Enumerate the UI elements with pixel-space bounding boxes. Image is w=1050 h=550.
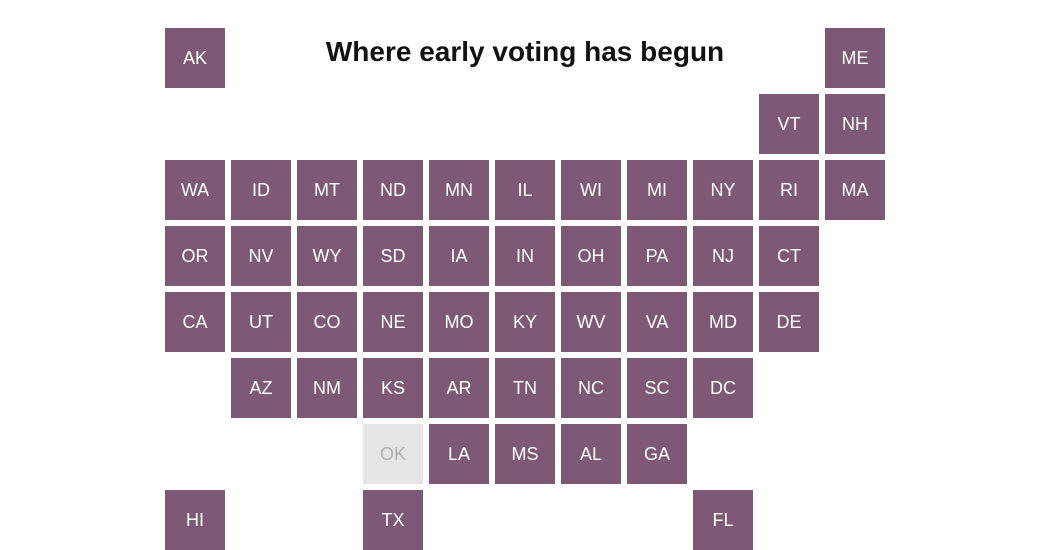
state-cell-ky: KY: [495, 292, 555, 352]
state-cell-wi: WI: [561, 160, 621, 220]
state-cell-wa: WA: [165, 160, 225, 220]
state-cell-mt: MT: [297, 160, 357, 220]
state-cell-sc: SC: [627, 358, 687, 418]
state-cell-co: CO: [297, 292, 357, 352]
state-cell-nj: NJ: [693, 226, 753, 286]
map-title: Where early voting has begun: [0, 36, 1050, 68]
state-cell-hi: HI: [165, 490, 225, 550]
state-cell-az: AZ: [231, 358, 291, 418]
state-cell-ia: IA: [429, 226, 489, 286]
state-cell-in: IN: [495, 226, 555, 286]
state-cell-dc: DC: [693, 358, 753, 418]
state-cell-oh: OH: [561, 226, 621, 286]
state-cell-ri: RI: [759, 160, 819, 220]
state-cell-mn: MN: [429, 160, 489, 220]
state-cell-nv: NV: [231, 226, 291, 286]
state-cell-id: ID: [231, 160, 291, 220]
state-cell-wy: WY: [297, 226, 357, 286]
state-cell-pa: PA: [627, 226, 687, 286]
state-cell-ga: GA: [627, 424, 687, 484]
state-cell-ne: NE: [363, 292, 423, 352]
cartogram-container: Where early voting has begun AKMEVTNHWAI…: [0, 0, 1050, 549]
state-cell-va: VA: [627, 292, 687, 352]
state-cell-wv: WV: [561, 292, 621, 352]
state-cell-vt: VT: [759, 94, 819, 154]
state-cell-ma: MA: [825, 160, 885, 220]
state-cell-ok: OK: [363, 424, 423, 484]
state-cell-ar: AR: [429, 358, 489, 418]
state-cell-il: IL: [495, 160, 555, 220]
state-cell-la: LA: [429, 424, 489, 484]
state-cell-mo: MO: [429, 292, 489, 352]
state-cell-ny: NY: [693, 160, 753, 220]
state-cell-ct: CT: [759, 226, 819, 286]
state-cell-tx: TX: [363, 490, 423, 550]
state-cell-nm: NM: [297, 358, 357, 418]
state-cell-al: AL: [561, 424, 621, 484]
state-cell-md: MD: [693, 292, 753, 352]
state-cell-ks: KS: [363, 358, 423, 418]
state-cell-ut: UT: [231, 292, 291, 352]
state-cell-fl: FL: [693, 490, 753, 550]
state-cell-mi: MI: [627, 160, 687, 220]
state-cell-de: DE: [759, 292, 819, 352]
state-cell-or: OR: [165, 226, 225, 286]
state-cell-tn: TN: [495, 358, 555, 418]
state-cell-sd: SD: [363, 226, 423, 286]
state-cell-nc: NC: [561, 358, 621, 418]
state-cell-nd: ND: [363, 160, 423, 220]
state-cell-ms: MS: [495, 424, 555, 484]
state-cell-nh: NH: [825, 94, 885, 154]
state-cell-ca: CA: [165, 292, 225, 352]
state-grid: AKMEVTNHWAIDMTNDMNILWIMINYRIMAORNVWYSDIA…: [165, 28, 885, 550]
